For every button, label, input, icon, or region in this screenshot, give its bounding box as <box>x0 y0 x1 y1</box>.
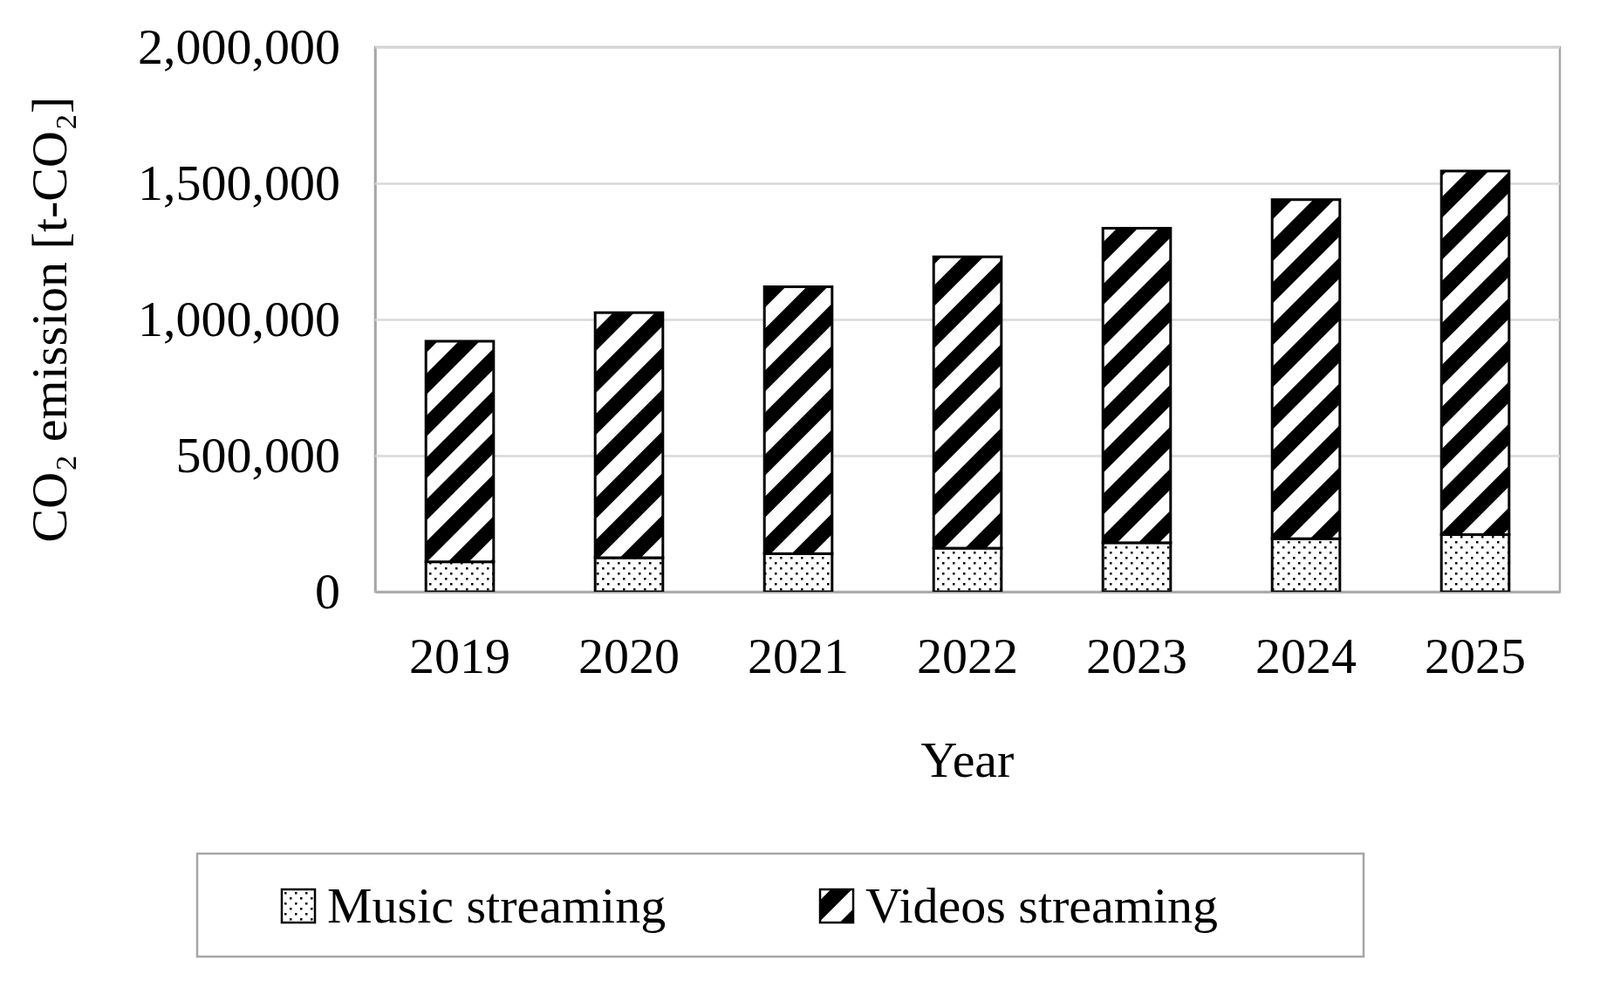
bar <box>1102 542 1171 592</box>
x-tick: 2020 <box>578 591 680 684</box>
plot-frame <box>375 47 1560 592</box>
legend-label: Videos streaming <box>865 876 1218 934</box>
y-tick: 2,000,000 <box>137 18 1560 76</box>
x-tick: 2023 <box>1086 591 1188 684</box>
bar <box>425 561 494 592</box>
y-tick-label: 1,500,000 <box>137 154 341 212</box>
bar <box>425 341 494 562</box>
x-tick-label: 2024 <box>1255 627 1357 684</box>
x-tick-label: 2023 <box>1086 627 1188 684</box>
y-axis-title: CO₂ emission [t-CO₂] <box>20 96 78 543</box>
legend-box <box>197 853 1364 957</box>
bar <box>1271 199 1341 539</box>
x-tick: 2025 <box>1424 591 1526 684</box>
y-tick-label: 500,000 <box>176 426 342 484</box>
bar <box>933 256 1002 548</box>
y-tick-label: 2,000,000 <box>137 18 341 76</box>
legend-label: Music streaming <box>327 876 666 934</box>
legend-item: Music streaming <box>281 876 666 934</box>
x-tick-label: 2020 <box>578 627 680 684</box>
bar <box>764 287 833 554</box>
x-axis-title: Year <box>921 731 1015 788</box>
y-tick-label: 1,000,000 <box>137 290 341 348</box>
legend: Music streaming Videos streaming <box>197 853 1364 957</box>
bar <box>1271 538 1341 592</box>
y-tick: 500,000 <box>176 426 1561 484</box>
x-tick: 2024 <box>1255 591 1357 684</box>
x-tick-label: 2025 <box>1424 627 1526 684</box>
bars <box>425 170 1510 592</box>
grid-line <box>375 182 1560 185</box>
x-tick-label: 2021 <box>747 627 849 684</box>
chart: 0500,0001,000,0001,500,0002,000,00020192… <box>0 0 1600 995</box>
legend-swatch <box>820 888 854 923</box>
y-tick: 1,000,000 <box>137 290 1560 348</box>
x-tick-label: 2022 <box>916 627 1019 684</box>
bar <box>594 557 664 592</box>
plot: 0500,0001,000,0001,500,0002,000,00020192… <box>137 18 1561 684</box>
x-tick: 2019 <box>409 591 511 684</box>
bar <box>933 547 1002 592</box>
y-tick: 1,500,000 <box>137 154 1560 212</box>
bar <box>1441 533 1510 592</box>
legend-swatch <box>281 888 315 923</box>
bar <box>1441 170 1510 535</box>
bar <box>594 312 664 558</box>
grid-line <box>375 46 1560 49</box>
x-axis: 2019 2020 2021 2022 2023 2024 2025 <box>376 591 1561 684</box>
series <box>425 170 1510 562</box>
x-tick: 2021 <box>747 591 849 684</box>
y-axis: 0 500,000 1,000,000 1,500,000 2,000,000 <box>137 18 1560 620</box>
y-tick-label: 0 <box>314 562 341 620</box>
legend-item: Videos streaming <box>820 876 1218 934</box>
x-tick-label: 2019 <box>409 627 511 684</box>
bar <box>764 553 833 592</box>
bar <box>1102 227 1171 542</box>
x-tick: 2022 <box>916 591 1019 684</box>
